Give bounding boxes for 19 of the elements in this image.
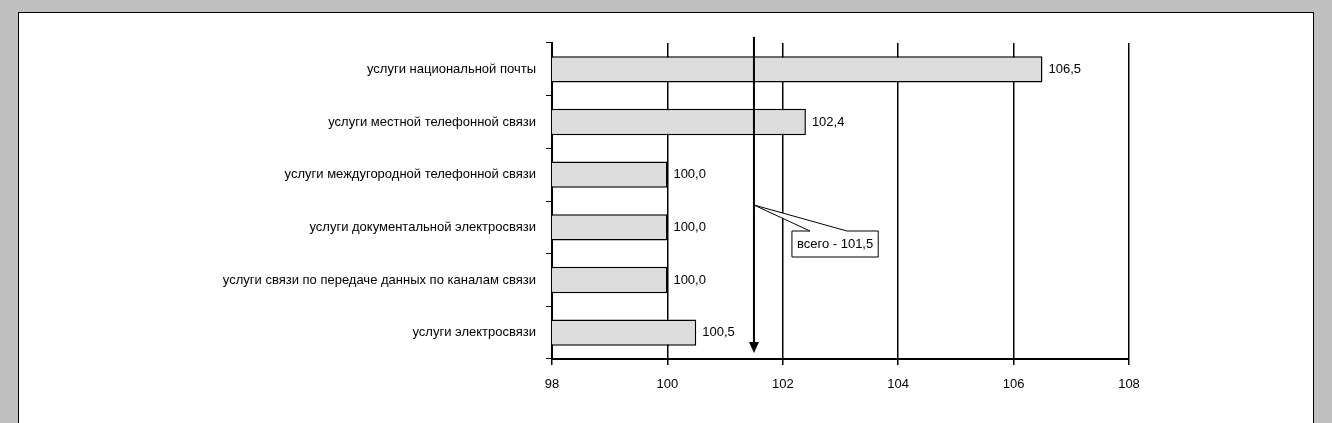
data-label: 100,0 (673, 271, 706, 287)
x-tick-label: 108 (1118, 376, 1140, 392)
data-label: 102,4 (811, 113, 845, 129)
y-tick-label: услуги междугородной телефонной связи (284, 166, 536, 182)
y-tick-label: услуги национальной почты (366, 60, 536, 76)
data-label: 106,5 (1048, 60, 1081, 76)
data-label: 100,5 (702, 324, 735, 340)
x-tick-label: 98 (544, 376, 560, 392)
data-label: 100,0 (673, 218, 706, 234)
x-tick-label: 100 (656, 376, 679, 392)
x-tick-label: 104 (887, 376, 910, 392)
y-tick-label: услуги местной телефонной связи (328, 113, 536, 129)
x-tick-label: 106 (1002, 376, 1025, 392)
y-tick-label: услуги документальной электросвязи (309, 218, 536, 234)
x-tick-label: 102 (771, 376, 794, 392)
data-label: 100,0 (673, 166, 706, 182)
y-tick-label: услуги связи по передаче данных по каналам связи (222, 271, 536, 287)
y-tick-label: услуги электросвязи (412, 324, 536, 340)
ref-line-label: всего - 101,5 (796, 235, 874, 251)
